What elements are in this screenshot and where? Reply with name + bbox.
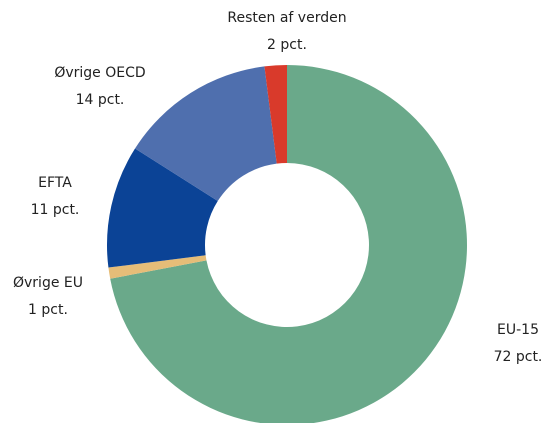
slice-label: Øvrige EU [13,275,83,291]
slice-value-label: 14 pct. [76,92,125,108]
slice-label: Resten af verden [227,10,346,26]
donut-slice [264,65,287,164]
slice-value-label: 72 pct. [494,349,543,365]
donut-slice [108,255,207,279]
slice-label: EFTA [38,175,72,191]
slice-value-label: 1 pct. [28,302,68,318]
slice-label: Øvrige OECD [54,65,145,81]
donut-slice [110,65,467,423]
slice-value-label: 2 pct. [267,37,307,53]
slice-value-label: 11 pct. [31,202,80,218]
slice-label: EU-15 [497,322,539,338]
donut-slice [135,66,277,202]
donut-slice [107,148,218,268]
